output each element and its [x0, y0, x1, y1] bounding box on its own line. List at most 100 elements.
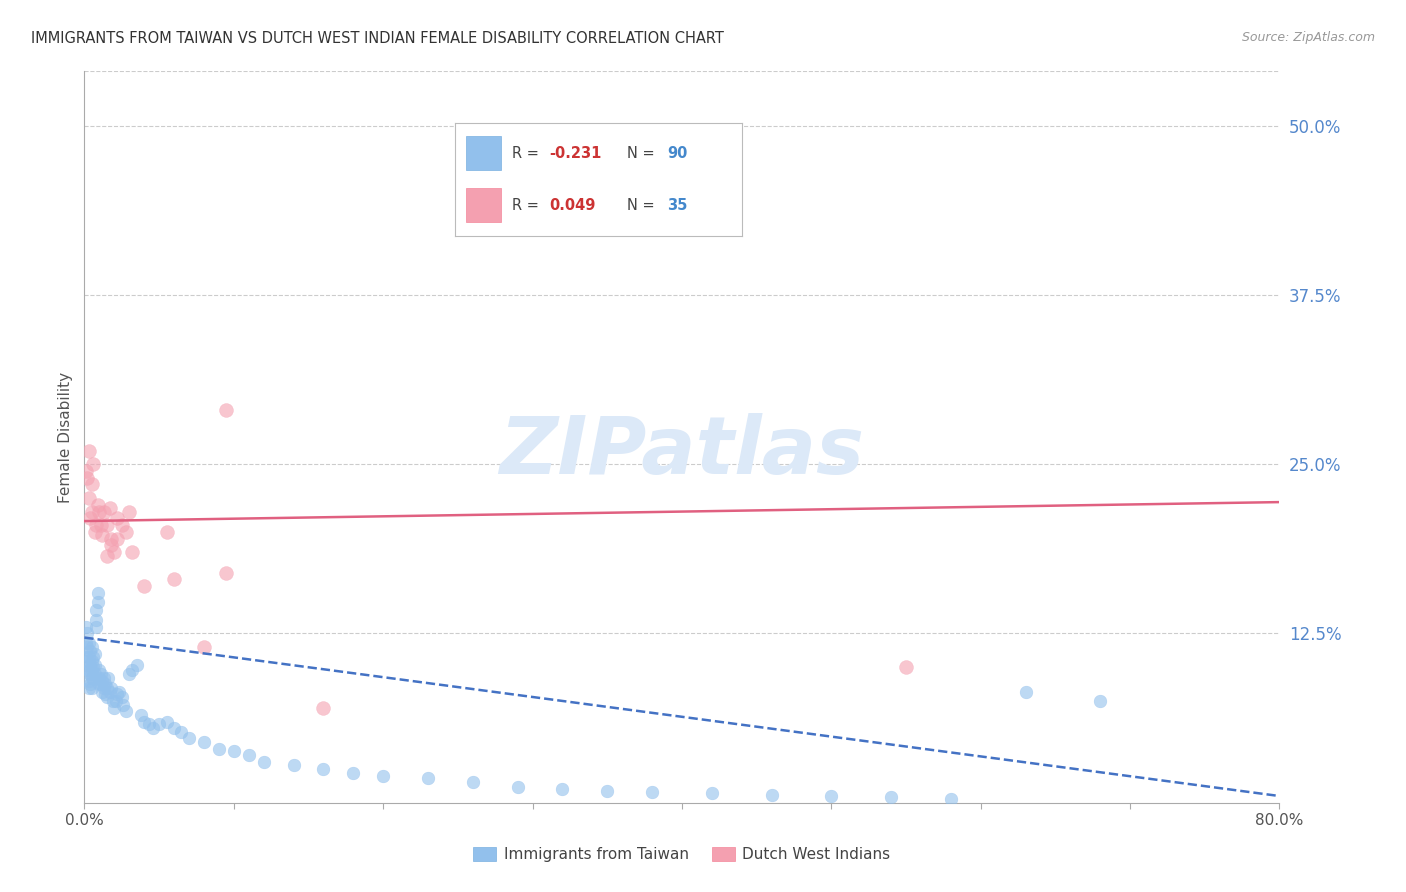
Point [193, 735, 215, 749]
Point [111, 518, 134, 533]
Legend: Immigrants from Taiwan, Dutch West Indians: Immigrants from Taiwan, Dutch West India… [467, 841, 897, 868]
Point [105, 688, 128, 702]
Point [93, 505, 115, 519]
Point [100, 681, 122, 695]
Point [82, 457, 104, 471]
Point [80, 477, 103, 491]
Point [170, 725, 193, 739]
Point [94, 676, 117, 690]
Point [596, 783, 619, 797]
Point [77, 681, 100, 695]
Point [253, 755, 276, 769]
Point [215, 403, 238, 417]
Point [86, 620, 108, 634]
Point [118, 667, 141, 681]
Point [641, 785, 664, 799]
Point [283, 757, 305, 772]
Text: IMMIGRANTS FROM TAIWAN VS DUTCH WEST INDIAN FEMALE DISABILITY CORRELATION CHART: IMMIGRANTS FROM TAIWAN VS DUTCH WEST IND… [31, 31, 724, 46]
Point [89, 676, 111, 690]
Point [77, 673, 100, 688]
Point [312, 701, 335, 715]
Point [112, 698, 135, 713]
Point [82, 671, 104, 685]
Point [77, 649, 100, 664]
Point [77, 663, 100, 677]
Point [101, 694, 124, 708]
Point [80, 505, 103, 519]
Point [222, 744, 245, 758]
Point [155, 524, 177, 539]
Point [820, 789, 842, 803]
Point [89, 663, 111, 677]
Point [89, 505, 111, 519]
Point [461, 775, 484, 789]
Point [77, 491, 100, 505]
Point [129, 707, 152, 722]
Point [215, 566, 238, 580]
Point [103, 545, 125, 559]
Point [132, 579, 156, 593]
Point [880, 790, 903, 805]
Point [121, 545, 143, 559]
Point [115, 704, 138, 718]
Point [118, 505, 141, 519]
Point [94, 688, 117, 702]
Point [700, 786, 723, 800]
Point [121, 663, 143, 677]
Point [1014, 684, 1036, 698]
Point [82, 660, 104, 674]
Point [98, 500, 121, 515]
Point [193, 640, 215, 654]
Point [82, 649, 104, 664]
Point [1090, 694, 1112, 708]
Point [79, 644, 101, 658]
Point [104, 694, 127, 708]
Point [86, 518, 108, 533]
Point [96, 681, 118, 695]
Point [96, 518, 118, 533]
Point [83, 647, 105, 661]
Point [148, 717, 170, 731]
Point [93, 681, 115, 695]
Point [312, 762, 335, 776]
Point [83, 667, 105, 681]
Point [115, 524, 138, 539]
Point [76, 471, 98, 485]
Point [91, 527, 114, 541]
Point [83, 524, 105, 539]
Point [87, 498, 110, 512]
Point [77, 636, 100, 650]
Point [80, 640, 103, 654]
Point [91, 673, 114, 688]
Point [86, 603, 108, 617]
Point [76, 626, 98, 640]
Point [238, 748, 260, 763]
Point [111, 690, 134, 705]
Point [100, 538, 122, 552]
Point [142, 721, 165, 735]
Point [90, 518, 112, 533]
Point [132, 714, 156, 729]
Point [103, 701, 125, 715]
Text: Source: ZipAtlas.com: Source: ZipAtlas.com [1241, 31, 1375, 45]
Point [97, 671, 120, 685]
Point [83, 657, 105, 672]
Point [76, 640, 98, 654]
Point [80, 681, 103, 695]
Point [98, 684, 121, 698]
Point [342, 766, 364, 780]
Point [79, 676, 101, 690]
Point [91, 684, 114, 698]
Point [79, 657, 101, 672]
Point [163, 572, 186, 586]
Point [79, 511, 101, 525]
Point [416, 772, 439, 786]
Point [105, 511, 128, 525]
Point [177, 731, 200, 745]
Point [75, 620, 97, 634]
Point [76, 654, 98, 668]
Point [155, 714, 177, 729]
Point [80, 671, 103, 685]
Point [107, 684, 129, 698]
Point [80, 663, 103, 677]
